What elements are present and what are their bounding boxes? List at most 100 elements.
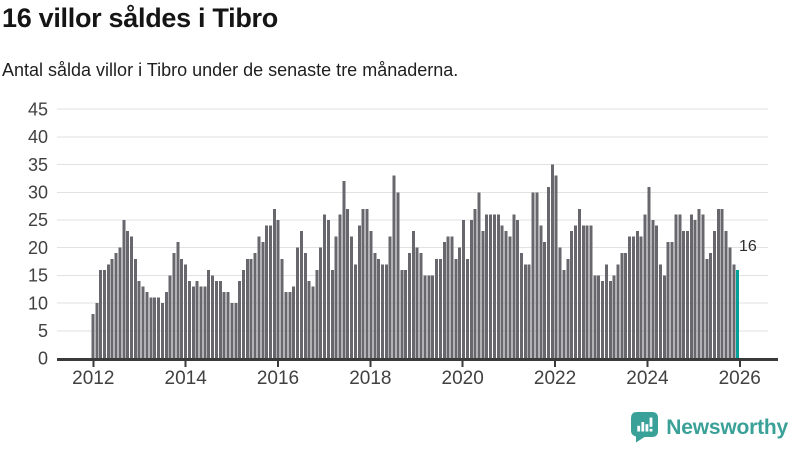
bar [527, 264, 531, 359]
axis-tick [92, 361, 95, 367]
y-tick-label: 20 [28, 238, 48, 258]
bar [118, 247, 122, 359]
bar [392, 175, 396, 359]
bar [172, 253, 176, 359]
bar [249, 258, 253, 359]
bar [377, 258, 381, 359]
bar [187, 280, 191, 359]
bar [651, 220, 655, 359]
bar [589, 225, 593, 359]
bar [655, 225, 659, 359]
bar [311, 286, 315, 359]
bar [574, 225, 578, 359]
bar [265, 225, 269, 359]
bar [577, 208, 581, 359]
bar [531, 192, 535, 359]
bar [593, 275, 597, 359]
page-subtitle: Antal sålda villor i Tibro under de sena… [2, 60, 459, 80]
bar [462, 220, 466, 359]
bar [400, 269, 404, 359]
bar [562, 269, 566, 359]
bar [319, 247, 323, 359]
bar [338, 214, 342, 359]
bar [485, 214, 489, 359]
bar [114, 253, 118, 359]
bar [238, 280, 242, 359]
bar [296, 247, 300, 359]
axis-tick [554, 361, 557, 367]
bar [269, 225, 273, 359]
bar [203, 286, 207, 359]
x-tick-label: 2024 [626, 368, 669, 389]
axis-tick [277, 361, 279, 367]
bar [384, 264, 388, 359]
bar [508, 236, 512, 359]
bar [689, 214, 693, 359]
bar [191, 286, 195, 359]
bar [558, 247, 562, 359]
bar [153, 297, 157, 359]
bar [454, 258, 458, 359]
highlighted-bar-value-label: 16 [739, 238, 757, 255]
bar [543, 242, 547, 359]
bar [199, 286, 203, 359]
y-tick-label: 35 [28, 155, 48, 175]
bar [357, 225, 361, 359]
bar [639, 236, 643, 359]
bar [693, 220, 697, 359]
bar [489, 214, 493, 359]
bar [288, 292, 292, 359]
axis-tick [184, 361, 187, 367]
bar [106, 264, 110, 359]
bar [473, 208, 477, 359]
bar [604, 264, 608, 359]
y-tick-label: 40 [28, 127, 48, 147]
bar [612, 275, 616, 359]
bar [500, 225, 504, 359]
x-tick-label: 2026 [719, 368, 761, 389]
bar [547, 186, 550, 359]
bar [635, 231, 639, 359]
bar [222, 292, 226, 359]
bar [133, 258, 137, 359]
bar [95, 303, 99, 359]
page-title: 16 villor såldes i Tibro [2, 3, 278, 33]
bar [647, 186, 651, 359]
bar [284, 292, 288, 359]
bar [234, 303, 238, 359]
bar [519, 253, 523, 359]
bar [431, 275, 435, 359]
bar [141, 286, 145, 359]
highlighted-bar [736, 269, 740, 359]
bar [666, 242, 670, 359]
bar [713, 231, 717, 359]
bar [346, 208, 350, 359]
bar [137, 280, 141, 359]
bar [164, 292, 168, 359]
bar [601, 280, 605, 359]
axis-tick [369, 361, 372, 367]
bar [450, 236, 454, 359]
bar [292, 286, 296, 359]
bar [512, 214, 516, 359]
bar [253, 253, 257, 359]
bar [674, 214, 678, 359]
bar [91, 314, 95, 359]
x-tick-label: 2018 [349, 368, 391, 389]
bar [670, 242, 674, 359]
bar [550, 164, 554, 359]
axis-tick [646, 361, 649, 367]
newsworthy-logo[interactable]: Newsworthy [631, 412, 788, 443]
bar [160, 303, 164, 359]
bar [315, 269, 319, 359]
bar [330, 269, 334, 359]
y-tick-label: 30 [28, 183, 48, 203]
bar [701, 214, 705, 359]
bar [427, 275, 431, 359]
bar [130, 236, 134, 359]
bar [226, 292, 230, 359]
bar [720, 208, 724, 359]
y-tick-label: 45 [28, 99, 48, 119]
